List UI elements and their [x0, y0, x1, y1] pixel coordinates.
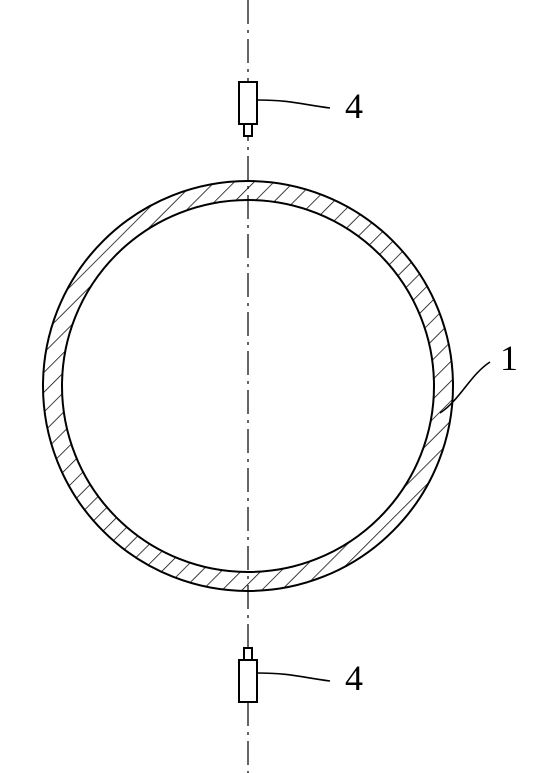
callout-label-4-top: 4: [345, 86, 363, 126]
technical-drawing: 4 1 4: [0, 0, 544, 773]
callout-label-1: 1: [500, 338, 518, 378]
callout-label-4-bottom: 4: [345, 658, 363, 698]
pipe-ring: [0, 0, 544, 773]
